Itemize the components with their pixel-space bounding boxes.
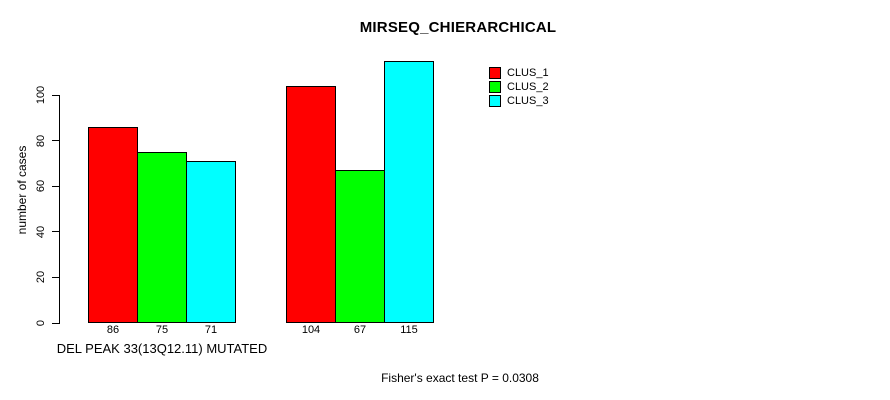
y-axis-tick — [52, 231, 59, 233]
legend-label: CLUS_1 — [507, 67, 549, 79]
y-axis-tick-label: 20 — [35, 271, 47, 284]
bar-clus_3-group2 — [384, 61, 434, 323]
y-axis-tick-label: 80 — [35, 134, 47, 147]
legend: CLUS_1 CLUS_2 CLUS_3 — [489, 66, 549, 108]
legend-label: CLUS_2 — [507, 81, 549, 93]
bar-value-label: 104 — [301, 324, 321, 336]
legend-item: CLUS_3 — [489, 94, 549, 108]
chart-title: MIRSEQ_CHIERARCHICAL — [359, 19, 557, 36]
y-axis-tick-label: 0 — [35, 319, 47, 327]
bar-value-label: 86 — [106, 324, 120, 336]
y-axis-tick — [52, 94, 59, 96]
bar-clus_1-group1 — [88, 127, 138, 323]
bar-clus_2-group1 — [137, 152, 187, 323]
legend-swatch-icon — [489, 95, 501, 107]
legend-label: CLUS_3 — [507, 95, 549, 107]
legend-swatch-icon — [489, 67, 501, 79]
bar-value-label: 71 — [204, 324, 218, 336]
x-axis-label: DEL PEAK 33(13Q12.11) MUTATED — [56, 341, 268, 356]
y-axis-tick-label: 60 — [35, 180, 47, 193]
bar-value-label: 67 — [353, 324, 367, 336]
y-axis-tick — [52, 276, 59, 278]
y-axis-tick — [52, 140, 59, 142]
y-axis-tick-label: 40 — [35, 225, 47, 238]
bar-value-label: 75 — [155, 324, 169, 336]
y-axis-tick-label: 100 — [35, 85, 47, 105]
y-axis — [59, 95, 60, 324]
bar-clus_3-group1 — [186, 161, 236, 323]
annotation: Fisher's exact test P = 0.0308 — [381, 371, 539, 385]
bar-clus_1-group2 — [286, 86, 336, 323]
y-axis-tick — [52, 322, 59, 324]
legend-item: CLUS_2 — [489, 80, 549, 94]
y-axis-label: number of cases — [15, 145, 29, 235]
y-axis-tick — [52, 185, 59, 187]
bar-value-label: 115 — [400, 324, 418, 336]
bar-clus_2-group2 — [335, 170, 385, 323]
legend-item: CLUS_1 — [489, 66, 549, 80]
legend-swatch-icon — [489, 81, 501, 93]
